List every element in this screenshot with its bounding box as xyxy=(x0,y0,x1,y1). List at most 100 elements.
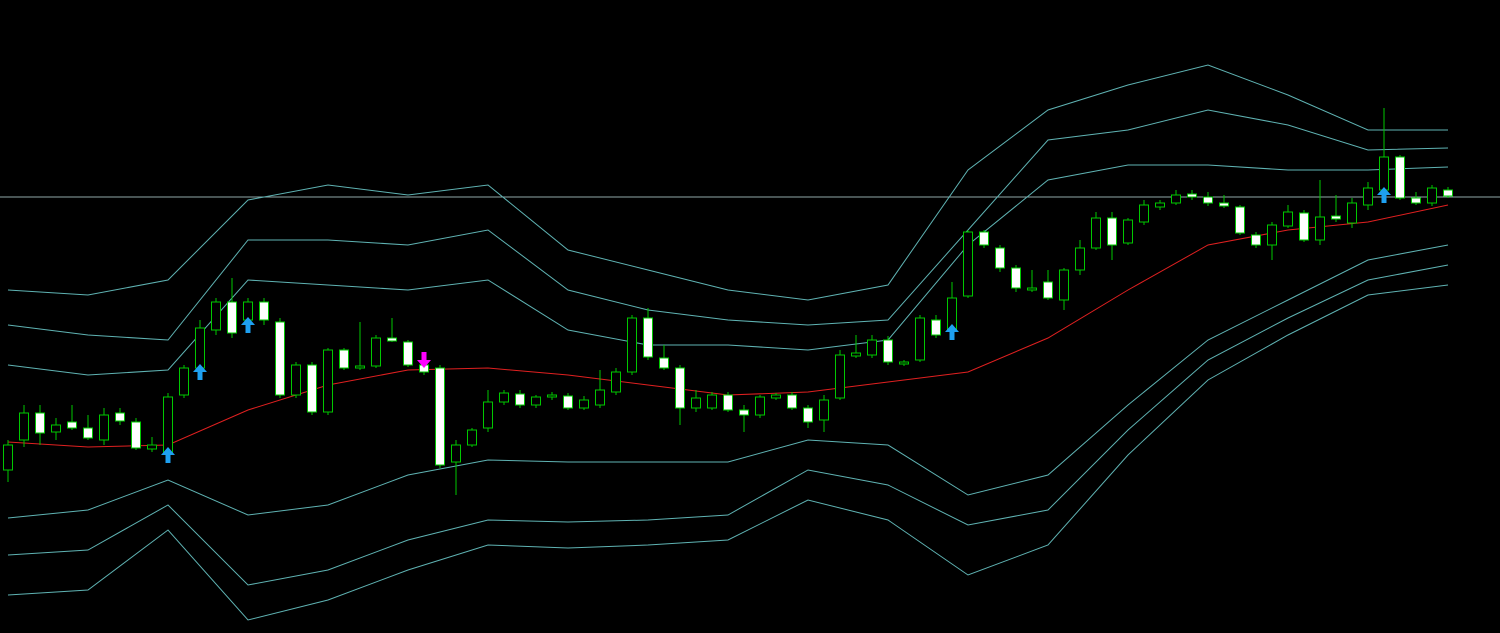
candle-body xyxy=(1027,287,1037,291)
candle-body xyxy=(483,401,493,429)
candle xyxy=(163,393,173,455)
candle-body xyxy=(3,444,13,471)
candle-body xyxy=(787,394,797,409)
candle xyxy=(67,405,77,430)
candle-body xyxy=(1091,217,1101,249)
candle xyxy=(979,230,989,248)
candle xyxy=(787,392,797,410)
candle xyxy=(1107,212,1117,260)
candle xyxy=(1235,205,1245,235)
candle xyxy=(99,408,109,445)
sell-arrow xyxy=(417,352,431,368)
envelope-band xyxy=(7,284,1449,621)
buy-arrow xyxy=(945,324,959,340)
candle xyxy=(1059,268,1069,310)
candle-body xyxy=(1379,156,1389,191)
candle-body xyxy=(1075,247,1085,271)
candle-body xyxy=(723,394,733,411)
candle xyxy=(1347,198,1357,228)
candle-body xyxy=(51,424,61,433)
candle-body xyxy=(499,392,509,403)
candle-body xyxy=(1251,234,1261,246)
candle-body xyxy=(1395,156,1405,199)
candle-body xyxy=(1203,196,1213,204)
candle-body xyxy=(1139,204,1149,223)
candle-body xyxy=(275,321,285,396)
candle xyxy=(115,408,125,425)
candle xyxy=(467,428,477,447)
candle-body xyxy=(1411,197,1421,204)
candle xyxy=(291,362,301,398)
candle-body xyxy=(99,414,109,441)
candle-body xyxy=(1059,269,1069,301)
candle-body xyxy=(467,429,477,446)
envelope-band xyxy=(7,244,1449,519)
candle xyxy=(403,340,413,367)
candle xyxy=(131,418,141,450)
candle-body xyxy=(131,421,141,449)
candle xyxy=(339,348,349,370)
candle-body xyxy=(755,396,765,416)
candle-body xyxy=(867,339,877,356)
candle xyxy=(1075,240,1085,275)
candle-body xyxy=(803,407,813,423)
candle-body xyxy=(899,361,909,365)
candle xyxy=(1171,190,1181,205)
buy-arrow xyxy=(1377,187,1391,203)
candle-body xyxy=(547,394,557,398)
candle-body xyxy=(1315,216,1325,241)
candle xyxy=(643,308,653,360)
candle-body xyxy=(979,231,989,246)
candle xyxy=(1011,265,1021,292)
candle-body xyxy=(403,341,413,366)
candle-body xyxy=(851,352,861,357)
candle-body xyxy=(67,421,77,429)
candle xyxy=(1203,192,1213,206)
candle-body xyxy=(1219,202,1229,207)
candle-body xyxy=(195,327,205,369)
candle xyxy=(883,336,893,365)
envelope-band xyxy=(7,164,1449,376)
candle-body xyxy=(163,396,173,453)
candle xyxy=(451,440,461,495)
candle-body xyxy=(1171,194,1181,204)
candle xyxy=(307,362,317,415)
candle xyxy=(1283,205,1293,228)
candle xyxy=(1379,108,1389,195)
candle xyxy=(835,350,845,400)
candle xyxy=(611,368,621,395)
candle xyxy=(755,395,765,418)
candle-body xyxy=(883,339,893,363)
candle-body xyxy=(387,337,397,342)
candle-body xyxy=(179,367,189,396)
candle-body xyxy=(1043,281,1053,299)
envelope-band xyxy=(7,109,1449,341)
candle xyxy=(1411,192,1421,205)
candle-body xyxy=(931,319,941,336)
candle xyxy=(723,392,733,412)
candle xyxy=(51,418,61,440)
candle-body xyxy=(1011,267,1021,289)
candle xyxy=(515,390,525,408)
candle xyxy=(1299,210,1309,242)
candle-body xyxy=(739,409,749,416)
candle-body xyxy=(115,412,125,422)
candle xyxy=(691,390,701,412)
candle xyxy=(995,245,1005,272)
candle xyxy=(1155,200,1165,210)
candle-body xyxy=(1331,215,1341,220)
candle-body xyxy=(1267,224,1277,246)
candle-body xyxy=(339,349,349,369)
candle xyxy=(1315,180,1325,245)
candle xyxy=(931,315,941,338)
candle xyxy=(1267,222,1277,260)
candle-body xyxy=(563,395,573,409)
candle-body xyxy=(323,349,333,413)
candle-body xyxy=(707,394,717,409)
candle xyxy=(323,348,333,415)
candle-body xyxy=(355,365,365,369)
candle xyxy=(499,390,509,405)
candle xyxy=(35,405,45,445)
candle-body xyxy=(211,301,221,331)
